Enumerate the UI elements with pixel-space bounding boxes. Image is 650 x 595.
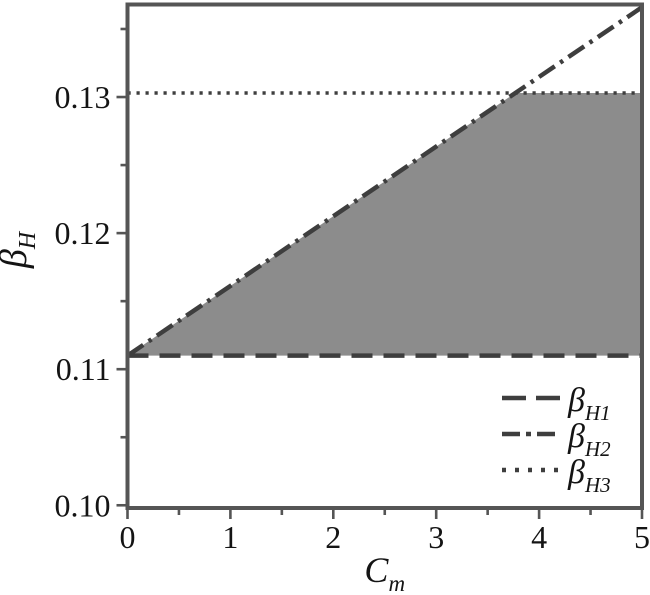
y-tick-label: 0.13 bbox=[55, 79, 111, 115]
x-axis-label: Cm bbox=[364, 550, 405, 595]
x-tick-label: 2 bbox=[325, 519, 341, 555]
legend-label-beta-h1: βH1 bbox=[567, 382, 611, 425]
shaded-region bbox=[127, 92, 642, 356]
x-tick-label: 5 bbox=[634, 519, 650, 555]
x-tick-label: 3 bbox=[428, 519, 444, 555]
legend-label-beta-h3: βH3 bbox=[567, 454, 611, 497]
x-tick-label: 1 bbox=[222, 519, 238, 555]
legend-label-beta-h2: βH2 bbox=[567, 418, 611, 461]
y-axis-label: βH bbox=[0, 230, 41, 269]
x-tick-label: 0 bbox=[120, 519, 136, 555]
y-tick-label: 0.10 bbox=[55, 487, 111, 523]
x-tick-label: 4 bbox=[531, 519, 547, 555]
y-tick-label: 0.11 bbox=[56, 351, 111, 387]
y-tick-label: 0.12 bbox=[55, 215, 111, 251]
beta-h2-line bbox=[126, 5, 644, 358]
plot-frame bbox=[125, 2, 644, 510]
